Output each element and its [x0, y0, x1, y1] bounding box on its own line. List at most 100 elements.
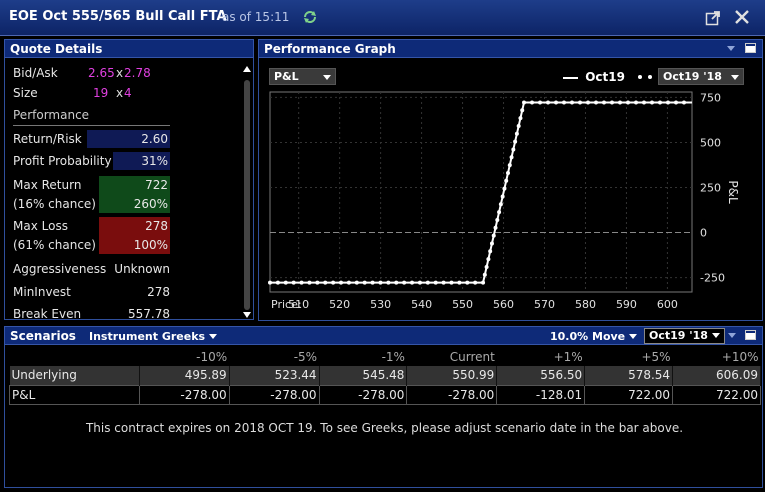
- series-point: [484, 264, 489, 269]
- series-point: [546, 100, 551, 105]
- table-cell: 606.09: [672, 366, 761, 385]
- aggressiveness-label: Aggressiveness: [13, 262, 107, 276]
- series-point: [520, 108, 525, 113]
- series-point: [473, 280, 478, 285]
- break-even-value: 557.78: [128, 307, 170, 320]
- table-cell: 578.54: [584, 366, 674, 385]
- metric-select-value: P&L: [274, 70, 299, 83]
- series-point: [513, 139, 518, 144]
- aggressiveness-value: Unknown: [114, 262, 170, 276]
- table-cell: -278.00: [406, 384, 498, 405]
- series-point: [425, 280, 430, 285]
- series-point: [457, 280, 462, 285]
- performance-graph-header: Performance Graph: [258, 39, 763, 58]
- series-point: [538, 100, 543, 105]
- series-point: [610, 100, 615, 105]
- series-point: [626, 100, 631, 105]
- series-point: [505, 170, 510, 175]
- panel-menu-icon[interactable]: [727, 46, 735, 52]
- series-point: [489, 241, 494, 246]
- chevron-down-icon: [628, 334, 637, 339]
- x-tick-label: 550: [452, 298, 473, 311]
- date-select[interactable]: Oct19 '18: [658, 68, 744, 85]
- column-header: +1%: [553, 349, 583, 364]
- table-cell: 556.50: [496, 366, 586, 385]
- series-point: [370, 280, 375, 285]
- panel-menu-icon[interactable]: [728, 333, 736, 339]
- chevron-down-icon: [731, 75, 739, 80]
- max-loss-box: [99, 217, 170, 254]
- row-label: P&L: [9, 384, 140, 405]
- refresh-icon[interactable]: [302, 9, 318, 25]
- maximize-icon[interactable]: [745, 330, 756, 340]
- series-point: [402, 280, 407, 285]
- series-point: [502, 186, 507, 191]
- profit-prob-value: 31%: [141, 154, 168, 168]
- scroll-up-icon[interactable]: [242, 64, 252, 74]
- move-select-value: 10.0% Move: [550, 330, 626, 343]
- scenario-date-select[interactable]: Oct19 '18: [644, 328, 725, 344]
- profit-prob-box: [113, 152, 170, 170]
- window-title: EOE Oct 555/565 Bull Call FTA: [9, 9, 227, 24]
- scrollbar[interactable]: [242, 64, 252, 318]
- bid-size: 19: [93, 86, 109, 100]
- row-label: Underlying: [9, 366, 140, 385]
- series-point: [530, 100, 535, 105]
- series-point: [315, 280, 320, 285]
- series-point: [449, 280, 454, 285]
- x-tick-label: 510: [288, 298, 309, 311]
- size-sep: x: [116, 86, 124, 100]
- series-point: [594, 100, 599, 105]
- scenarios-title: Scenarios: [10, 329, 76, 343]
- series-point: [481, 280, 486, 285]
- series-point: [268, 280, 272, 285]
- column-header: +10%: [721, 349, 759, 364]
- mininvest-label: MinInvest: [13, 285, 71, 299]
- series-point: [509, 155, 514, 160]
- series-point: [504, 178, 509, 183]
- popout-icon[interactable]: [705, 10, 721, 26]
- table-cell: -278.00: [318, 384, 408, 405]
- series-point: [666, 100, 671, 105]
- x-tick-label: 600: [657, 298, 678, 311]
- table-cell: 545.48: [319, 366, 408, 385]
- table-cell: 523.44: [229, 366, 320, 385]
- scroll-down-icon[interactable]: [242, 310, 252, 320]
- series-point: [488, 249, 493, 254]
- bid-ask-label: Bid/Ask: [13, 66, 58, 80]
- break-even-label: Break Even: [13, 307, 82, 320]
- maximize-icon[interactable]: [745, 43, 756, 53]
- scroll-thumb[interactable]: [244, 80, 250, 310]
- expiry-message: This contract expires on 2018 OCT 19. To…: [85, 421, 684, 435]
- max-return-chance: (16% chance): [13, 197, 96, 211]
- series-point: [433, 280, 438, 285]
- series-point: [486, 257, 491, 262]
- column-header: -10%: [196, 349, 228, 364]
- series-point: [578, 100, 583, 105]
- x-tick-label: 540: [411, 298, 432, 311]
- max-return-pct: 260%: [133, 197, 168, 211]
- max-loss-pct: 100%: [133, 238, 168, 252]
- column-header: Current: [449, 349, 495, 364]
- x-axis-prefix: Price:: [271, 298, 302, 311]
- close-icon[interactable]: [733, 8, 751, 26]
- max-return-value: 722: [145, 178, 168, 192]
- column-header: -1%: [381, 349, 405, 364]
- ask-size: 4: [124, 86, 132, 100]
- series-point: [562, 100, 567, 105]
- plot-frame: [269, 91, 693, 293]
- bid-ask-sep: x: [116, 66, 124, 80]
- series-point: [518, 116, 523, 121]
- series-point: [495, 217, 500, 222]
- max-return-label: Max Return: [13, 178, 82, 192]
- series-point: [339, 280, 344, 285]
- move-select[interactable]: 10.0% Move: [550, 330, 637, 343]
- series-point: [491, 233, 496, 238]
- series-point: [417, 280, 422, 285]
- table-cell: 495.89: [139, 366, 230, 385]
- greeks-select[interactable]: Instrument Greeks: [89, 330, 217, 343]
- performance-label: Performance: [13, 108, 90, 122]
- series-point: [386, 280, 391, 285]
- metric-select[interactable]: P&L: [269, 68, 336, 85]
- table-cell: -278.00: [138, 384, 230, 405]
